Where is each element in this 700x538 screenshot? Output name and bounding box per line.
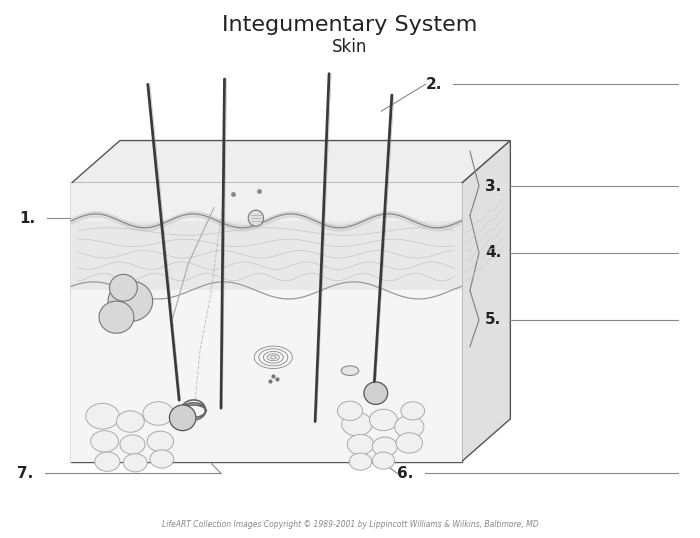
Polygon shape — [99, 301, 134, 333]
Circle shape — [347, 434, 374, 455]
Circle shape — [143, 402, 174, 425]
Circle shape — [94, 452, 120, 471]
Circle shape — [372, 452, 395, 469]
Circle shape — [116, 411, 144, 432]
Polygon shape — [461, 140, 510, 462]
Circle shape — [86, 404, 119, 429]
Circle shape — [349, 453, 372, 470]
Polygon shape — [71, 183, 461, 221]
Circle shape — [90, 430, 118, 452]
Circle shape — [150, 450, 174, 468]
Polygon shape — [71, 221, 461, 291]
Circle shape — [372, 437, 398, 456]
Circle shape — [123, 454, 147, 472]
Text: 5.: 5. — [485, 313, 501, 327]
Polygon shape — [71, 140, 510, 183]
Polygon shape — [71, 183, 461, 462]
Circle shape — [370, 409, 398, 430]
Text: Integumentary System: Integumentary System — [223, 16, 477, 36]
Circle shape — [147, 431, 174, 451]
Ellipse shape — [169, 405, 196, 430]
Text: 3.: 3. — [485, 179, 501, 194]
Ellipse shape — [342, 366, 358, 376]
Text: 4.: 4. — [485, 245, 501, 260]
Circle shape — [337, 401, 363, 421]
Text: 7.: 7. — [17, 466, 33, 481]
Circle shape — [342, 413, 372, 436]
Circle shape — [401, 402, 425, 420]
Circle shape — [395, 416, 424, 438]
Text: Skin: Skin — [332, 38, 368, 56]
Ellipse shape — [248, 210, 263, 226]
Text: LifeART Collection Images Copyright © 1989-2001 by Lippincott Williams & Wilkins: LifeART Collection Images Copyright © 19… — [162, 520, 538, 529]
Circle shape — [396, 433, 423, 453]
Polygon shape — [71, 291, 461, 462]
Circle shape — [120, 435, 145, 454]
Ellipse shape — [364, 382, 388, 405]
Polygon shape — [108, 281, 153, 321]
Text: 1.: 1. — [19, 211, 35, 225]
Text: 2.: 2. — [426, 77, 442, 92]
Polygon shape — [109, 274, 137, 301]
Text: 6.: 6. — [398, 466, 414, 481]
